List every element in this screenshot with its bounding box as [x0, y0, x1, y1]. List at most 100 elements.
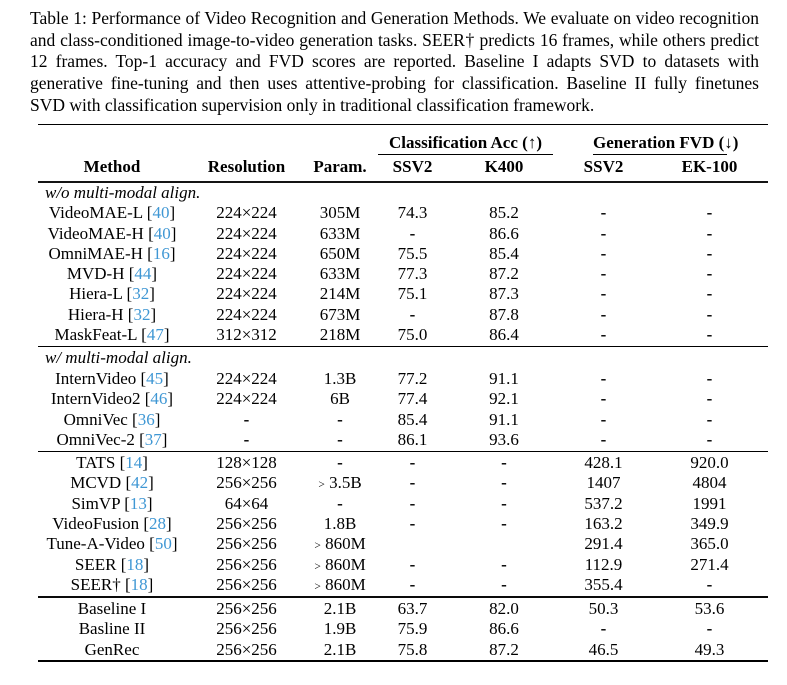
citation-link[interactable]: 28: [149, 514, 167, 533]
ek100-fvd-value: 271.4: [690, 554, 729, 574]
ssv2-fvd-value: -: [600, 389, 607, 409]
method-name: Tune-A-Video [50]: [46, 534, 178, 554]
citation-link[interactable]: 18: [126, 554, 144, 574]
table-row: MaskFeat-L [47] 312×312 218M 75.0 86.4 - -: [38, 325, 768, 345]
ek100-fvd-value: -: [706, 619, 713, 639]
k400-acc-value: 85.2: [489, 203, 519, 223]
citation-link[interactable]: 47: [146, 325, 164, 345]
table-caption: Table 1: Performance of Video Recognitio…: [30, 8, 759, 115]
ek100-fvd-value: -: [706, 574, 713, 594]
citation-link[interactable]: 40: [152, 203, 170, 223]
param-value: -: [337, 493, 343, 513]
ssv2-acc-value: 75.9: [397, 619, 428, 639]
method-name: SEER [18]: [74, 554, 150, 574]
ssv2-fvd-value: -: [600, 429, 607, 449]
col-header-k400-acc: K400: [484, 157, 524, 177]
citation-link[interactable]: 44: [134, 264, 152, 284]
resolution-value: 128×128: [216, 453, 277, 473]
resolution-value: 256×256: [216, 639, 277, 659]
method-name: VideoFusion [28]: [52, 514, 172, 533]
resolution-value: 224×224: [216, 223, 277, 243]
ek100-fvd-value: -: [706, 264, 713, 284]
ssv2-acc-value: 75.5: [397, 243, 428, 263]
param-value: 1.8B: [323, 514, 357, 533]
resolution-value: 224×224: [216, 243, 277, 263]
greater-than-sign: >: [314, 560, 321, 573]
ek100-fvd-value: -: [706, 284, 713, 304]
ssv2-fvd-value: -: [600, 243, 607, 263]
param-value: > 3.5B: [318, 473, 362, 493]
k400-acc-value: 85.4: [489, 243, 519, 263]
citation-link[interactable]: 46: [150, 389, 168, 409]
ssv2-fvd-value: -: [600, 325, 607, 345]
citation-link[interactable]: 40: [153, 223, 171, 243]
table-bottom-rule: [38, 659, 768, 662]
ssv2-fvd-value: 291.4: [584, 534, 623, 554]
ek100-fvd-value: 365.0: [690, 534, 729, 554]
k400-acc-value: 87.8: [489, 304, 519, 324]
greater-than-sign: >: [318, 479, 325, 492]
table-row: VideoMAE-L [40] 224×224 305M 74.3 85.2 - -: [38, 203, 768, 223]
citation-link[interactable]: 45: [146, 368, 164, 388]
table-row: Hiera-L [32] 224×224 214M 75.1 87.3 - -: [38, 284, 768, 304]
citation-link[interactable]: 37: [144, 429, 162, 449]
citation-link[interactable]: 18: [130, 574, 148, 594]
ssv2-fvd-value: -: [600, 223, 607, 243]
col-header-param: Param.: [313, 157, 367, 177]
ssv2-fvd-value: -: [600, 284, 607, 304]
ssv2-acc-value: -: [409, 514, 416, 533]
citation-link[interactable]: 42: [131, 473, 149, 493]
method-name: SEER† [18]: [70, 574, 154, 594]
section-label: w/ multi-modal align.: [45, 348, 192, 368]
citation-link[interactable]: 50: [154, 534, 172, 554]
method-name: MaskFeat-L [47]: [54, 325, 170, 345]
ssv2-fvd-value: 537.2: [584, 493, 623, 513]
k400-acc-value: 86.6: [489, 619, 519, 639]
resolution-value: 64×64: [224, 493, 269, 513]
method-name: Hiera-H [32]: [67, 304, 157, 324]
resolution-value: 224×224: [216, 389, 277, 409]
table-row: SEER† [18] 256×256 > 860M - - 355.4 -: [38, 575, 768, 595]
method-name: MVD-H [44]: [66, 264, 158, 284]
citation-link[interactable]: 13: [129, 493, 147, 513]
param-value: 633M: [319, 264, 361, 284]
ssv2-fvd-value: 428.1: [584, 453, 623, 473]
resolution-value: 224×224: [216, 264, 277, 284]
table-row: InternVideo [45] 224×224 1.3B 77.2 91.1 - -: [38, 369, 768, 389]
param-value: 2.1B: [323, 639, 357, 659]
k400-acc-value: 86.6: [489, 223, 519, 243]
method-name: OmniMAE-H [16]: [48, 243, 176, 263]
param-value: 650M: [319, 243, 361, 263]
group-header-generation-label: Generation FVD (↓): [593, 132, 739, 152]
citation-link[interactable]: 14: [125, 453, 143, 473]
ek100-fvd-value: -: [706, 304, 713, 324]
method-name: Hiera-L [32]: [69, 284, 155, 304]
citation-link[interactable]: 32: [132, 284, 150, 304]
ssv2-acc-value: 63.7: [397, 599, 428, 619]
method-name: InternVideo [45]: [55, 368, 169, 388]
ssv2-fvd-value: -: [600, 409, 607, 429]
section-label: w/o multi-modal align.: [45, 182, 201, 202]
method-name: Baseline I: [77, 599, 147, 619]
ek100-fvd-value: -: [706, 203, 713, 223]
group-header-row: Classification Acc (↑) Generation FVD (↓…: [38, 125, 768, 155]
table-row: VideoFusion [28] 256×256 1.8B - - 163.2 349.9: [38, 514, 768, 534]
param-value: -: [337, 429, 343, 449]
method-name: VideoMAE-H [40]: [47, 223, 177, 243]
ek100-fvd-value: -: [706, 223, 713, 243]
citation-link[interactable]: 16: [152, 243, 170, 263]
method-name: InternVideo2 [46]: [50, 389, 174, 409]
citation-link[interactable]: 36: [137, 409, 155, 429]
ssv2-fvd-value: -: [600, 304, 607, 324]
results-table: Classification Acc (↑) Generation FVD (↓…: [38, 123, 768, 662]
section-divider-rule: [38, 596, 768, 599]
k400-acc-value: -: [501, 574, 507, 594]
resolution-value: 256×256: [216, 574, 277, 594]
citation-link[interactable]: 32: [133, 304, 151, 324]
ssv2-acc-value: 85.4: [397, 409, 428, 429]
resolution-value: 256×256: [216, 599, 277, 619]
table-row: OmniMAE-H [16] 224×224 650M 75.5 85.4 - -: [38, 244, 768, 264]
ek100-fvd-value: -: [706, 368, 713, 388]
param-value: 6B: [330, 389, 350, 409]
param-value: 673M: [319, 304, 361, 324]
